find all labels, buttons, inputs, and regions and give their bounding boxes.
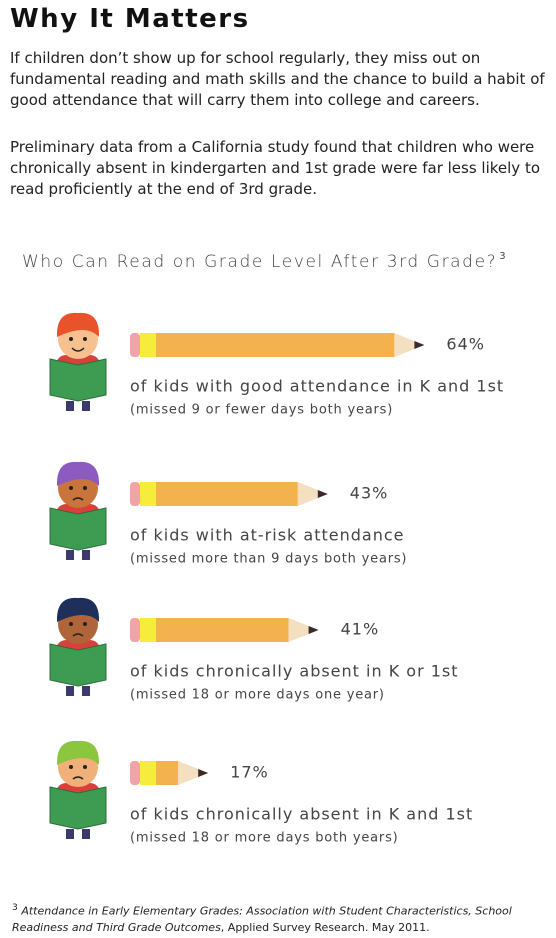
value-label: 64% [446, 335, 485, 354]
pencil-wood [288, 618, 319, 642]
pencil-body [156, 761, 179, 785]
page-title: Why It Matters [10, 4, 250, 34]
leg [82, 401, 90, 411]
pencil-eraser [130, 333, 140, 357]
leg [82, 829, 90, 839]
leg [66, 401, 74, 411]
pencil-ferrule [140, 482, 156, 506]
eye [69, 622, 73, 626]
pencil-ferrule [140, 761, 156, 785]
pencil-lead [317, 490, 328, 498]
category-note: (missed 18 or more days both years) [130, 831, 399, 846]
pencil-eraser [130, 761, 140, 785]
pencil-bar [130, 761, 209, 785]
leg [82, 686, 90, 696]
pencil-ferrule [140, 618, 156, 642]
category-label: of kids chronically absent in K and 1st [130, 805, 473, 824]
mouth [72, 497, 84, 501]
title-note: 3 [499, 251, 505, 262]
book [49, 358, 107, 402]
paragraph: Preliminary data from a California study… [10, 138, 541, 198]
kid-icon [49, 740, 107, 839]
paragraph: If children don’t show up for school reg… [10, 49, 545, 109]
pencil-ferrule [140, 333, 156, 357]
category-note: (missed 18 or more days one year) [130, 688, 385, 703]
hair [56, 312, 100, 337]
eye [69, 486, 73, 490]
pencil-wood [178, 761, 209, 785]
pencil-eraser [130, 618, 140, 642]
category-label: of kids chronically absent in K or 1st [130, 662, 459, 681]
kid-icon [49, 461, 107, 560]
value-label: 17% [230, 763, 269, 782]
pencil-body [156, 618, 289, 642]
pencil-wood [297, 482, 328, 506]
leg [82, 550, 90, 560]
value-label: 41% [341, 620, 380, 639]
footnote: 3 Attendance in Early Elementary Grades:… [12, 900, 552, 936]
mouth [71, 347, 85, 352]
book [49, 786, 107, 830]
hair [56, 740, 100, 765]
eye [69, 765, 73, 769]
kid-icon [49, 597, 107, 696]
mouth [72, 776, 84, 780]
category-note: (missed more than 9 days both years) [130, 552, 407, 567]
footnote-source: , Applied Survey Research. May 2011. [220, 920, 430, 934]
chart: Who Can Read on Grade Level After 3rd Gr… [22, 251, 506, 846]
pencil-eraser [130, 482, 140, 506]
leg [66, 686, 74, 696]
hair [56, 461, 100, 486]
pencil-bar [130, 333, 425, 357]
eye [69, 337, 73, 341]
value-label: 43% [350, 484, 389, 503]
pencil-lead [414, 341, 425, 349]
category-note: (missed 9 or fewer days both years) [130, 403, 393, 418]
book [49, 643, 107, 687]
eye [83, 337, 87, 341]
mouth [72, 633, 84, 637]
footnote-marker: 3 [12, 902, 18, 913]
pencil-bar [130, 618, 319, 642]
kid-icon [49, 312, 107, 411]
pencil-bar [130, 482, 328, 506]
book [49, 507, 107, 551]
eye [83, 765, 87, 769]
leg [66, 550, 74, 560]
chart-title: Who Can Read on Grade Level After 3rd Gr… [22, 252, 497, 272]
hair [56, 597, 100, 622]
pencil-wood [394, 333, 425, 357]
footnote-title: Attendance in Early Elementary Grades: A… [12, 904, 512, 934]
category-label: of kids with at-risk attendance [130, 526, 404, 545]
pencil-body [156, 482, 298, 506]
category-label: of kids with good attendance in K and 1s… [130, 377, 504, 396]
pencil-body [156, 333, 395, 357]
pencil-lead [198, 769, 209, 777]
eye [83, 622, 87, 626]
leg [66, 829, 74, 839]
eye [83, 486, 87, 490]
pencil-lead [308, 626, 319, 634]
